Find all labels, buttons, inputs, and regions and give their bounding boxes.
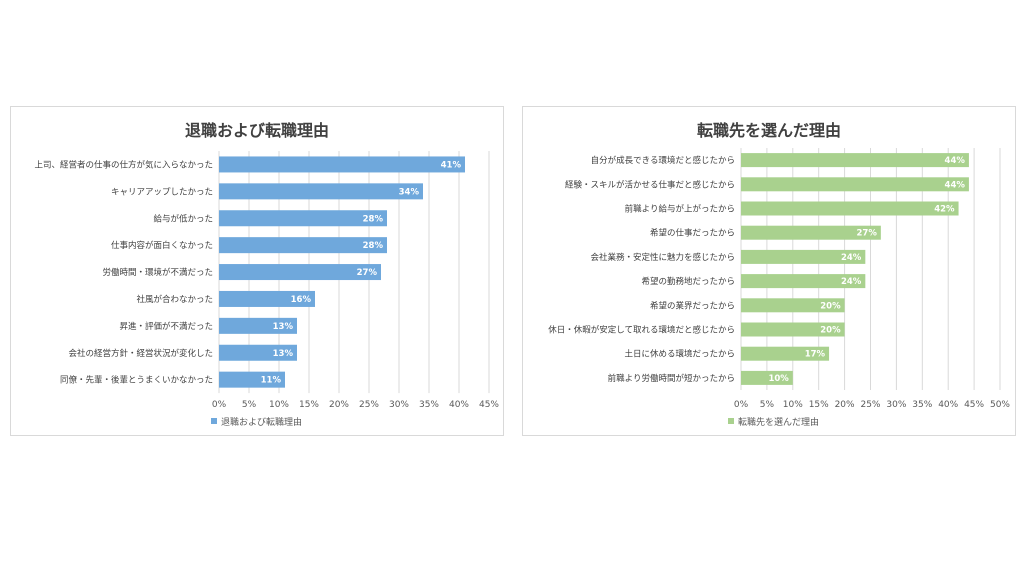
- right-bar: [741, 153, 969, 168]
- right-legend-label: 転職先を選んだ理由: [738, 416, 819, 428]
- right-x-tick-label: 15%: [809, 400, 829, 410]
- right-category-label: 希望の仕事だったから: [650, 228, 735, 239]
- right-data-label: 10%: [768, 374, 789, 384]
- left-category-label: 労働時間・環境が不満だった: [102, 267, 213, 278]
- right-x-tick-label: 25%: [860, 400, 880, 410]
- right-bar: [741, 370, 793, 385]
- left-x-tick-label: 5%: [242, 400, 257, 410]
- left-x-tick-label: 25%: [359, 400, 379, 410]
- left-bar: [219, 210, 387, 227]
- right-bar: [741, 322, 845, 337]
- right-category-label: 前職より給与が上がったから: [625, 204, 735, 215]
- left-bar: [219, 317, 297, 334]
- right-data-label: 24%: [841, 277, 862, 287]
- left-data-label: 11%: [261, 376, 282, 386]
- left-data-label: 28%: [363, 214, 384, 224]
- right-x-tick-label: 40%: [938, 400, 958, 410]
- right-category-label: 休日・休暇が安定して取れる環境だと感じたから: [548, 325, 735, 336]
- right-category-label: 土日に休める環境だったから: [624, 349, 735, 360]
- right-category-label: 前職より労働時間が短かったから: [608, 373, 735, 384]
- left-category-label: 昇進・評価が不満だった: [119, 321, 213, 332]
- chart-panel-left: 退職および転職理由 0% 5% 10% 15% 20% 25% 30% 35% 40% 45% 上司…: [10, 106, 504, 436]
- left-data-label: 41%: [441, 160, 462, 170]
- right-data-label: 20%: [820, 301, 841, 311]
- right-bar: [741, 177, 969, 192]
- right-data-label: 20%: [820, 326, 841, 336]
- right-data-label: 42%: [934, 205, 955, 215]
- left-data-label: 16%: [291, 295, 312, 305]
- right-bar: [741, 346, 830, 361]
- left-legend-swatch: [211, 418, 217, 424]
- left-data-label: 13%: [273, 322, 294, 332]
- chart-left: 0% 5% 10% 15% 20% 25% 30% 35% 40% 45% 上司、経営者の仕事の仕方…: [34, 151, 499, 428]
- left-bar: [219, 237, 387, 254]
- right-category-label: 希望の業界だったから: [650, 300, 735, 311]
- right-bar: [741, 274, 866, 289]
- left-x-tick-label: 0%: [212, 400, 227, 410]
- left-bar: [219, 183, 423, 200]
- left-x-tick-label: 35%: [419, 400, 439, 410]
- left-legend-label: 退職および転職理由: [221, 416, 302, 428]
- left-category-label: 仕事内容が面白くなかった: [111, 240, 213, 251]
- right-bar: [741, 249, 866, 264]
- left-category-label: 社風が合わなかった: [136, 294, 213, 305]
- right-x-tick-label: 0%: [734, 400, 749, 410]
- right-data-label: 24%: [841, 253, 862, 263]
- right-x-tick-label: 45%: [964, 400, 984, 410]
- right-x-tick-label: 10%: [783, 400, 803, 410]
- left-bar: [219, 156, 465, 173]
- left-x-tick-label: 15%: [299, 400, 319, 410]
- left-bar: [219, 371, 285, 388]
- left-bar: [219, 344, 297, 361]
- right-x-tick-label: 30%: [886, 400, 906, 410]
- left-category-label: 同僚・先輩・後輩とうまくいかなかった: [60, 375, 213, 386]
- right-category-label: 自分が成長できる環境だと感じたから: [591, 155, 735, 166]
- right-category-label: 会社業務・安定性に魅力を感じたから: [590, 252, 735, 263]
- right-category-label: 経験・スキルが活かせる仕事だと感じたから: [565, 179, 735, 190]
- right-x-tick-label: 35%: [912, 400, 932, 410]
- right-x-tick-label: 20%: [835, 400, 855, 410]
- right-data-label: 44%: [945, 156, 966, 166]
- right-data-label: 17%: [805, 350, 826, 360]
- left-category-label: 会社の経営方針・経営状況が変化した: [68, 348, 213, 359]
- chart-title-left: 退職および転職理由: [184, 121, 329, 140]
- right-category-label: 希望の勤務地だったから: [641, 276, 735, 287]
- left-x-tick-label: 20%: [329, 400, 349, 410]
- right-x-tick-label: 5%: [760, 400, 775, 410]
- left-x-tick-label: 30%: [389, 400, 409, 410]
- left-x-tick-label: 10%: [269, 400, 289, 410]
- left-category-label: 上司、経営者の仕事の仕方が気に入らなかった: [34, 159, 213, 170]
- left-data-label: 27%: [357, 268, 378, 278]
- right-bar: [741, 201, 959, 216]
- right-bar: [741, 225, 881, 240]
- left-category-label: 給与が低かった: [153, 213, 213, 224]
- chart-panel-right: 転職先を選んだ理由 0% 5% 10% 15% 20% 25% 30% 35% 40% 45% 50…: [522, 106, 1016, 436]
- right-x-tick-label: 50%: [990, 400, 1010, 410]
- left-bar: [219, 264, 381, 281]
- right-legend-swatch: [728, 418, 734, 424]
- left-x-tick-label: 40%: [449, 400, 469, 410]
- left-category-label: キャリアアップしたかった: [111, 187, 213, 197]
- left-bar: [219, 290, 315, 307]
- left-data-label: 13%: [273, 349, 294, 359]
- right-bar: [741, 298, 845, 313]
- right-data-label: 27%: [857, 229, 878, 239]
- chart-right: 0% 5% 10% 15% 20% 25% 30% 35% 40% 45% 50% 自分が成長できる環…: [548, 148, 1010, 428]
- right-data-label: 44%: [945, 180, 966, 190]
- left-x-tick-label: 45%: [479, 400, 499, 410]
- left-data-label: 28%: [363, 241, 384, 251]
- chart-title-right: 転職先を選んだ理由: [696, 121, 841, 140]
- left-data-label: 34%: [399, 187, 420, 197]
